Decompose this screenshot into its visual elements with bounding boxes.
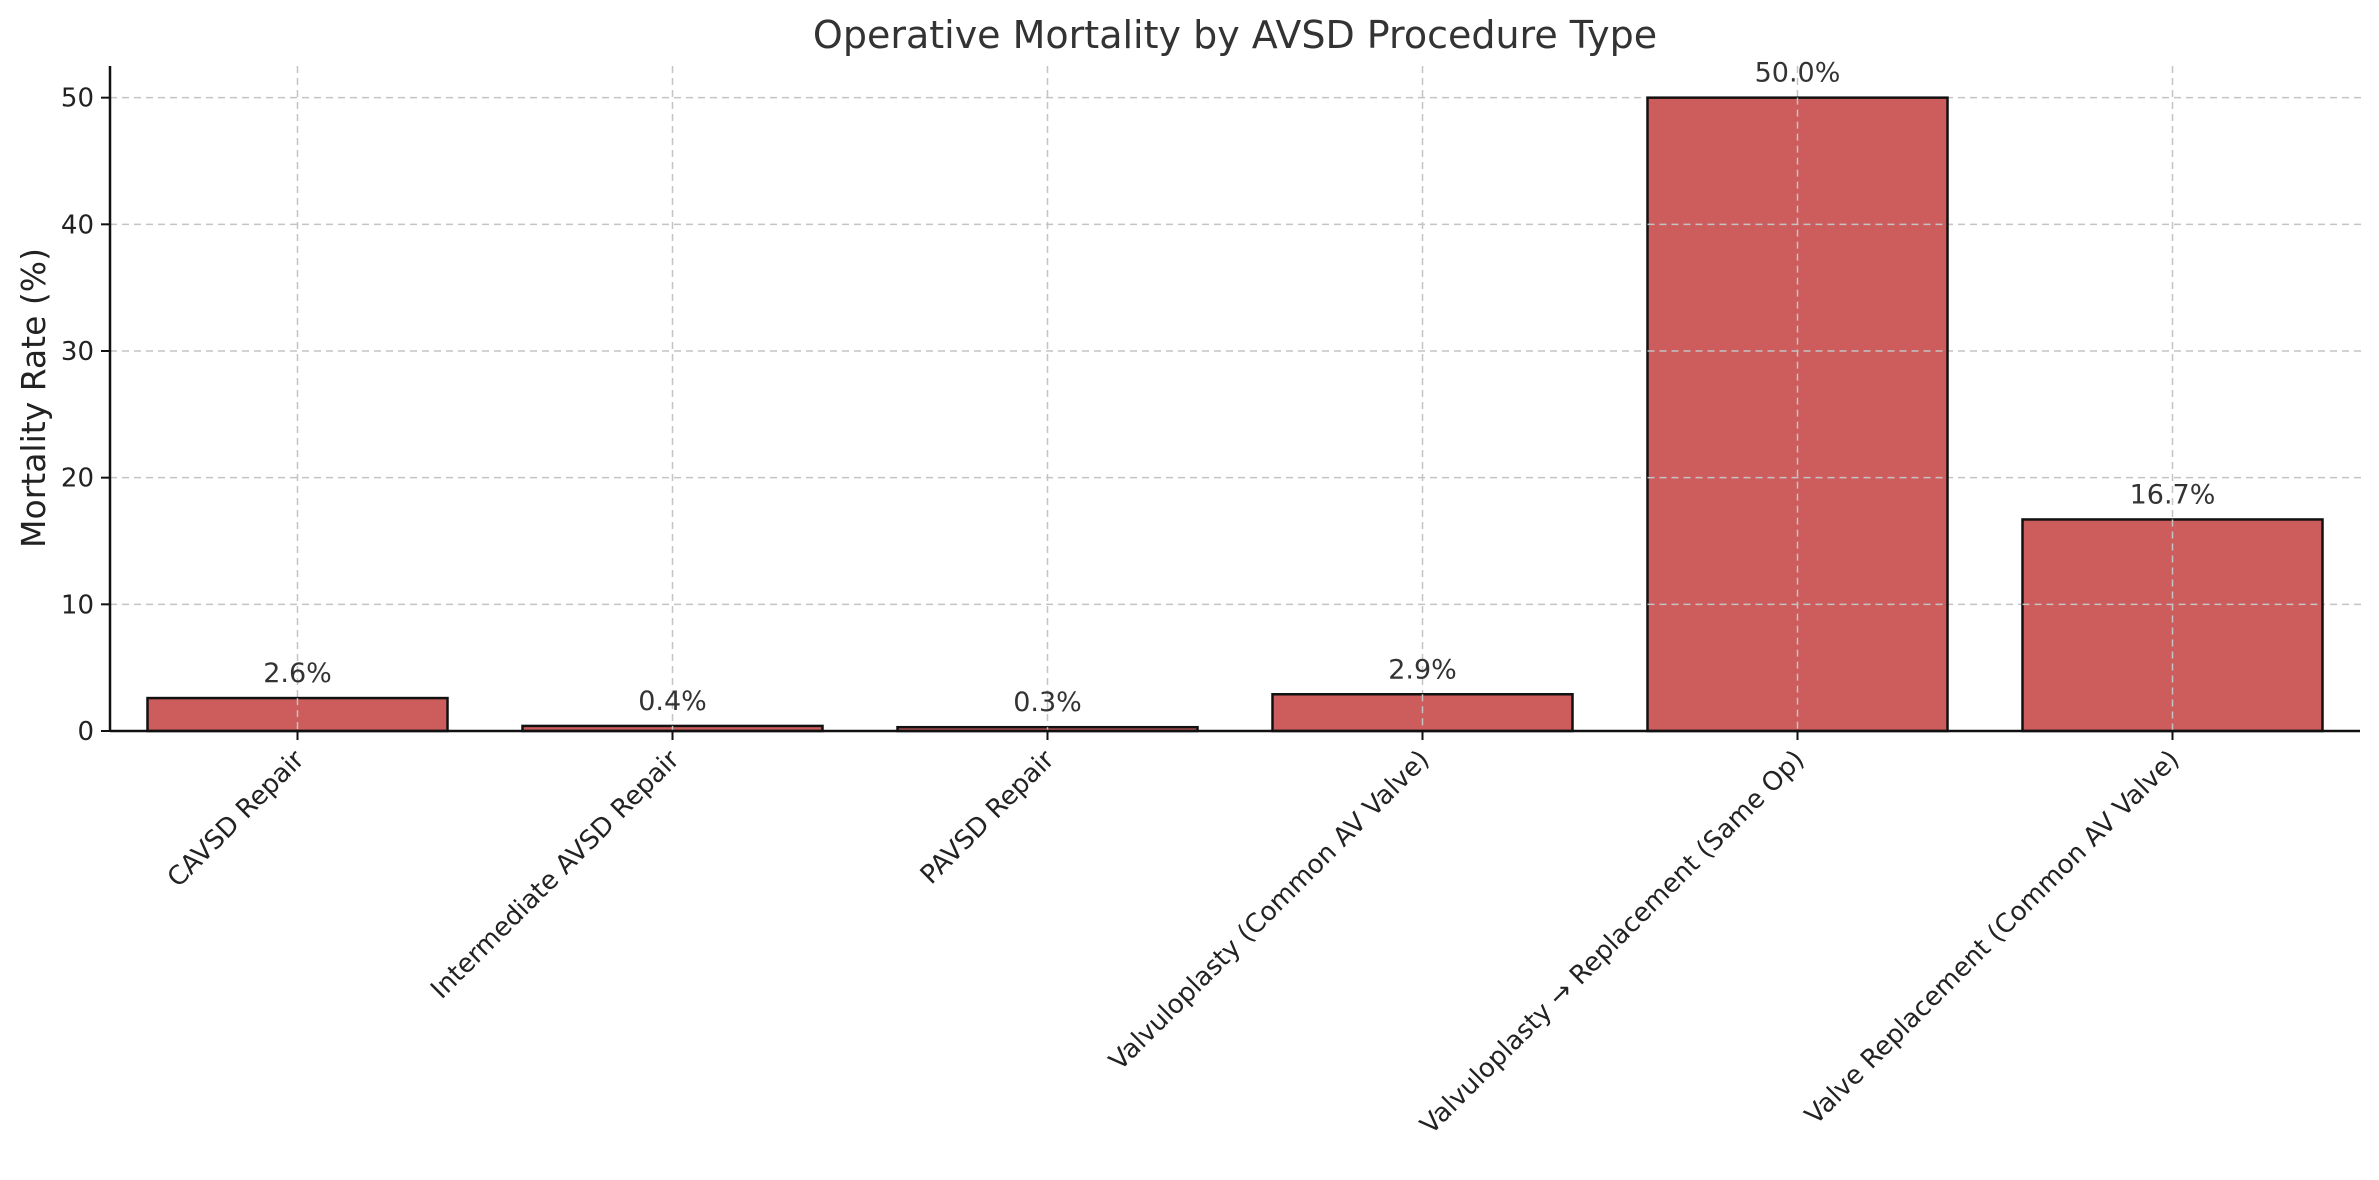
data-label: 50.0%: [1755, 58, 1841, 89]
y-tick-label: 0: [77, 717, 94, 747]
x-tick-label: Intermediate AVSD Repair: [425, 745, 685, 1005]
x-tick-label: CAVSD Repair: [162, 745, 311, 894]
data-label: 16.7%: [2130, 479, 2216, 510]
y-tick-label: 20: [61, 464, 94, 494]
y-axis-label: Mortality Rate (%): [14, 248, 53, 548]
data-label: 2.9%: [1388, 654, 1457, 685]
data-label: 2.6%: [263, 658, 332, 689]
y-tick-label: 40: [61, 210, 94, 240]
x-tick-label: Valvuloplasty → Replacement (Same Op): [1415, 745, 1811, 1141]
bars: [146, 96, 2324, 733]
axes: [101, 66, 2360, 740]
data-label: 0.4%: [638, 686, 707, 717]
y-tick-label: 30: [61, 337, 94, 367]
bar: [2021, 518, 2324, 733]
y-tick-label: 50: [61, 84, 94, 114]
data-label: 0.3%: [1013, 687, 1082, 718]
chart-title: Operative Mortality by AVSD Procedure Ty…: [813, 13, 1657, 57]
y-tick-label: 10: [61, 590, 94, 620]
x-tick-label: Valve Replacement (Common AV Valve): [1800, 745, 2186, 1131]
x-tick-label: Valvuloplasty (Common AV Valve): [1104, 745, 1436, 1077]
x-tick-label: PAVSD Repair: [915, 745, 1061, 891]
